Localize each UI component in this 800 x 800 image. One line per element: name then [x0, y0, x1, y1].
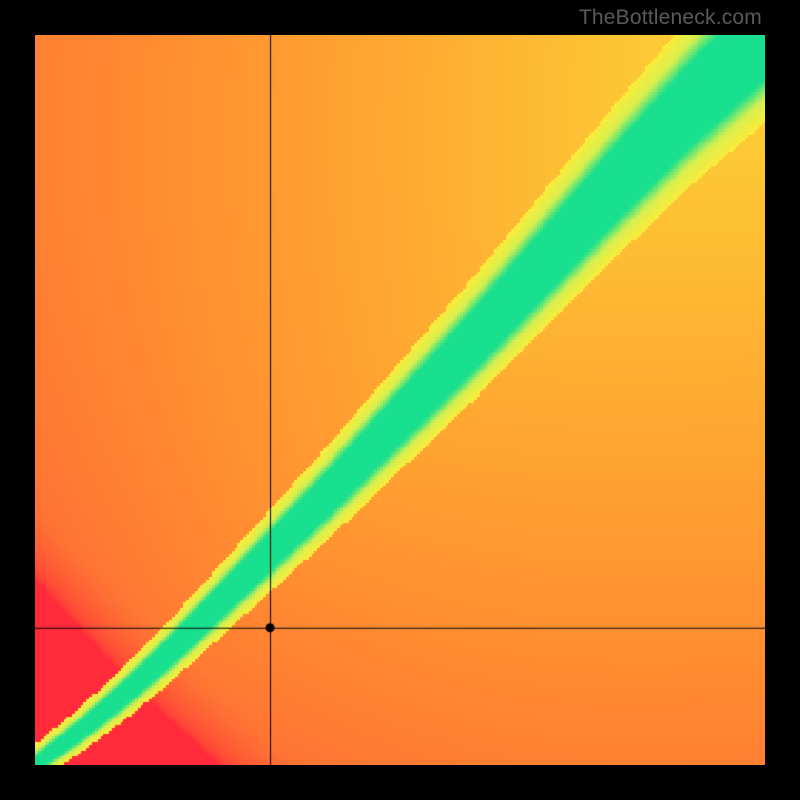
bottleneck-heatmap [35, 35, 765, 765]
watermark-text: TheBottleneck.com [579, 6, 762, 30]
